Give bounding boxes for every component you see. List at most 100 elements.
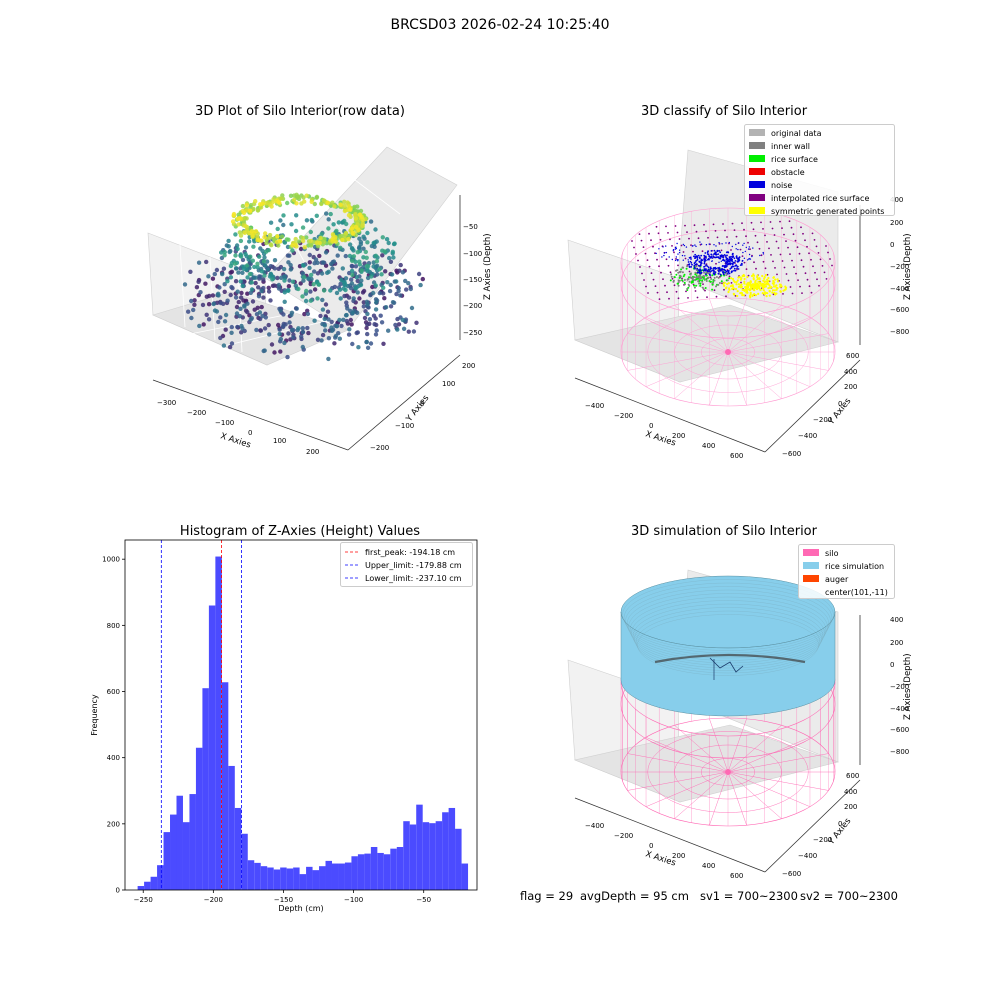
silo-floor-spoke <box>674 351 729 399</box>
noise-point <box>709 268 712 270</box>
raw-point <box>234 266 239 271</box>
classified-point <box>720 280 723 283</box>
raw-point <box>359 268 364 273</box>
silo-floor-spoke <box>727 298 747 353</box>
histogram-bar <box>247 860 255 890</box>
raw-point <box>211 301 216 307</box>
raw-point <box>289 327 295 333</box>
raw-point <box>263 315 268 320</box>
interpolated-point <box>635 253 637 255</box>
classified-point <box>701 279 704 282</box>
raw-point <box>368 219 374 224</box>
silo-floor-spoke <box>727 771 782 819</box>
raw-point <box>355 250 360 255</box>
raw-point <box>239 290 244 296</box>
symmetric-point <box>774 293 777 296</box>
legend-label: rice surface <box>771 155 818 164</box>
raw-point <box>357 245 362 250</box>
raw-point <box>281 323 286 329</box>
silo-floor-spoke <box>674 305 729 353</box>
histogram-bar <box>422 822 430 890</box>
interpolated-point <box>650 272 653 274</box>
noise-point <box>762 253 765 255</box>
raw-point <box>314 213 319 218</box>
symmetric-point <box>746 286 749 289</box>
noise-point <box>715 253 717 256</box>
histogram-xtick: −150 <box>274 896 293 904</box>
raw-point <box>339 277 344 283</box>
raw-point <box>206 317 212 322</box>
raw-point <box>281 312 286 317</box>
sim-ytick: 400 <box>844 788 857 796</box>
raw-point <box>343 230 349 236</box>
legend-label: rice simulation <box>825 562 884 571</box>
classified-point <box>677 284 680 287</box>
classify-xtick: 200 <box>672 432 685 440</box>
symmetric-point <box>743 282 746 285</box>
symmetric-point <box>761 274 764 278</box>
silo-floor-spoke <box>727 771 829 791</box>
noise-point <box>705 255 707 258</box>
raw-point <box>222 249 227 255</box>
classified-point <box>693 286 696 289</box>
sim-ytick: 600 <box>846 772 859 780</box>
symmetric-point <box>780 285 783 288</box>
histogram-bar <box>338 863 345 890</box>
raw-point <box>275 234 280 239</box>
classified-point <box>710 278 713 280</box>
sim-xtick: −400 <box>585 822 604 830</box>
classified-point <box>718 282 721 284</box>
interpolated-point <box>740 281 742 284</box>
raw-point <box>304 193 309 198</box>
noise-point <box>703 266 705 268</box>
classified-point <box>717 283 720 286</box>
raw-point <box>328 211 333 217</box>
raw-point <box>361 265 366 270</box>
interpolated-point <box>816 278 818 281</box>
classify-zlabel: Z Axies (Depth) <box>903 233 913 300</box>
silo-floor-spoke <box>709 351 729 406</box>
raw-point <box>262 348 267 353</box>
raw-point <box>192 302 197 307</box>
noise-point <box>655 252 657 255</box>
interpolated-point <box>686 231 688 233</box>
symmetric-point <box>736 290 739 293</box>
silo-floor-spoke <box>709 298 729 353</box>
legend-label: symmetric generated points <box>771 207 884 216</box>
raw-point <box>351 296 356 301</box>
simulation-3d-plot: −400 −200 0 200 400 600 −600 −400 −200 0… <box>567 569 913 880</box>
symmetric-point <box>752 278 755 281</box>
interpolated-point <box>753 261 755 264</box>
interpolated-point <box>714 230 717 232</box>
noise-point <box>720 255 722 258</box>
raw-point <box>335 253 340 258</box>
raw-point <box>300 344 305 350</box>
raw-point <box>323 328 328 333</box>
noise-point <box>740 262 743 265</box>
raw-data-3d-plot: −300 −200 −100 0 100 200 −200 −100 0 100… <box>147 146 493 456</box>
interpolated-point <box>777 247 780 249</box>
raw-point <box>222 282 227 287</box>
legend-label: first_peak: -194.18 cm <box>365 548 455 557</box>
raw-point <box>196 260 202 265</box>
raw-point <box>270 277 275 282</box>
silo-floor-spoke <box>645 737 729 773</box>
noise-point <box>719 251 722 254</box>
symmetric-point <box>756 286 759 289</box>
classified-point <box>707 272 710 275</box>
rice-mesh-line <box>623 582 833 654</box>
silo-center-marker <box>725 769 731 775</box>
raw-point <box>368 341 374 346</box>
legend-label: inner wall <box>771 142 810 151</box>
legend-swatch <box>749 155 765 162</box>
noise-point <box>738 242 740 244</box>
raw-point <box>294 213 299 218</box>
sim-ytick: 200 <box>844 803 857 811</box>
classified-point <box>687 277 690 280</box>
raw-point <box>276 243 281 248</box>
silo-floor-spoke <box>727 317 811 353</box>
noise-point <box>728 241 730 244</box>
raw-point <box>356 227 361 233</box>
histogram-bar <box>137 886 145 890</box>
symmetric-point <box>762 279 765 282</box>
